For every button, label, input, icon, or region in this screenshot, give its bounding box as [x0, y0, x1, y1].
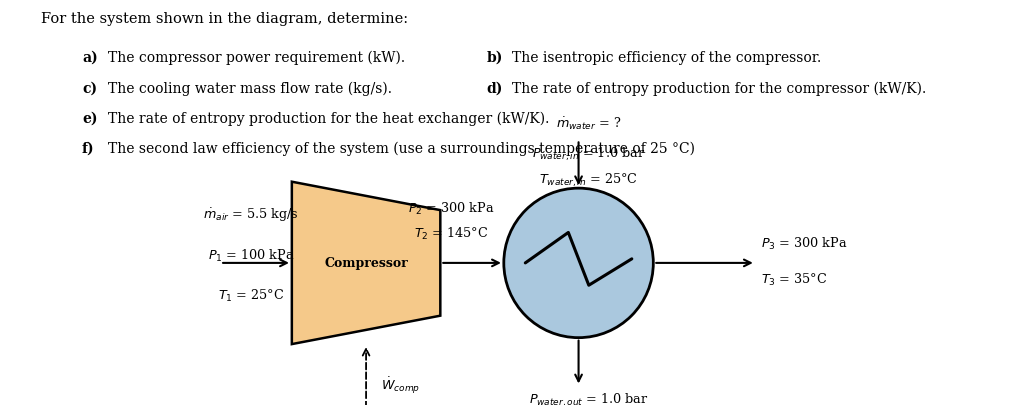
Text: $\dot{W}_{comp}$: $\dot{W}_{comp}$	[381, 375, 421, 395]
Text: $P_1$ = 100 kPa: $P_1$ = 100 kPa	[208, 247, 294, 263]
Text: $P_{water,in}$ = 1.0 bar: $P_{water,in}$ = 1.0 bar	[532, 145, 645, 162]
Text: $P_2$ = 300 kPa: $P_2$ = 300 kPa	[409, 200, 495, 217]
Text: The cooling water mass flow rate (kg/s).: The cooling water mass flow rate (kg/s).	[108, 81, 391, 95]
Ellipse shape	[504, 189, 653, 338]
Text: The rate of entropy production for the heat exchanger (kW/K).: The rate of entropy production for the h…	[108, 111, 549, 126]
Text: $P_{water,out}$ = 1.0 bar: $P_{water,out}$ = 1.0 bar	[529, 390, 648, 405]
Text: $T_2$ = 145°C: $T_2$ = 145°C	[415, 225, 488, 241]
Text: The rate of entropy production for the compressor (kW/K).: The rate of entropy production for the c…	[512, 81, 927, 95]
Text: $\dot{m}_{air}$ = 5.5 kg/s: $\dot{m}_{air}$ = 5.5 kg/s	[203, 206, 299, 224]
Text: d): d)	[486, 81, 503, 95]
Text: $P_3$ = 300 kPa: $P_3$ = 300 kPa	[761, 235, 847, 251]
Text: $T_1$ = 25°C: $T_1$ = 25°C	[218, 288, 284, 304]
Polygon shape	[292, 182, 440, 344]
Text: The isentropic efficiency of the compressor.: The isentropic efficiency of the compres…	[512, 51, 821, 64]
Text: The second law efficiency of the system (use a surroundings temperature of 25 °C: The second law efficiency of the system …	[108, 142, 694, 156]
Text: e): e)	[82, 111, 97, 125]
Text: a): a)	[82, 51, 97, 64]
Text: Compressor: Compressor	[325, 257, 408, 270]
Text: f): f)	[82, 142, 94, 156]
Text: b): b)	[486, 51, 503, 64]
Text: $T_{water,in}$ = 25°C: $T_{water,in}$ = 25°C	[540, 171, 638, 189]
Text: $T_3$ = 35°C: $T_3$ = 35°C	[761, 271, 827, 288]
Text: For the system shown in the diagram, determine:: For the system shown in the diagram, det…	[41, 12, 409, 26]
Text: c): c)	[82, 81, 97, 95]
Text: $\dot{m}_{water}$ = ?: $\dot{m}_{water}$ = ?	[556, 115, 622, 132]
Text: The compressor power requirement (kW).: The compressor power requirement (kW).	[108, 51, 404, 65]
